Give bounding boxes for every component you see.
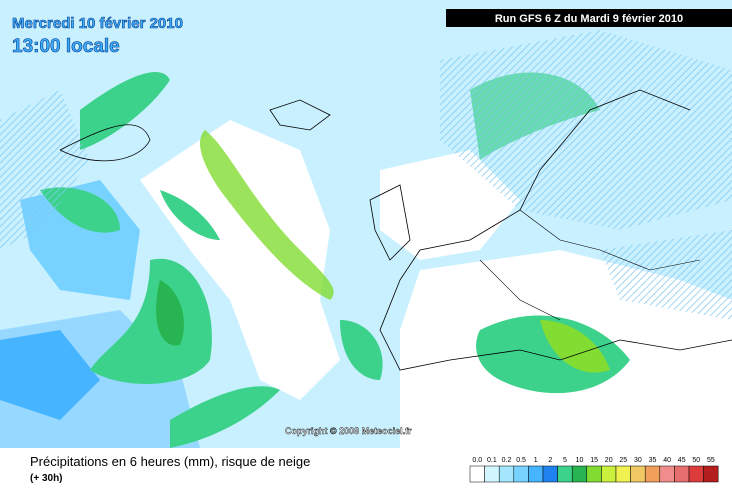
legend-swatch [659, 465, 675, 483]
copyright: Copyright © 2008 Meteociel.fr [285, 426, 412, 436]
date-label: Mercredi 10 février 2010 [12, 15, 183, 32]
legend-label: 0.1 [487, 457, 497, 464]
legend-label: 20 [605, 457, 613, 464]
legend-swatch [644, 465, 661, 483]
legend-label: 0.2 [502, 457, 512, 464]
legend-label: 30 [634, 457, 642, 464]
color-legend: 0.0 0.1 0.2 0.5 1 2 5 10 15 20 25 30 35 40 45 50 55 [469, 457, 719, 483]
legend-swatch [601, 465, 617, 483]
legend-swatch [498, 465, 515, 483]
legend-swatch [557, 465, 573, 483]
legend-label: 55 [707, 457, 715, 464]
legend-label: 15 [590, 457, 598, 464]
legend-swatch [586, 465, 602, 483]
legend-label: 40 [663, 457, 671, 464]
run-label: Run GFS 6 Z du Mardi 9 février 2010 [495, 13, 683, 25]
time-label: 13:00 locale [12, 36, 120, 57]
legend-swatch [528, 465, 544, 483]
legend-label: 25 [619, 457, 627, 464]
footer-lead: (+ 30h) [30, 473, 63, 484]
legend-swatch [630, 465, 646, 483]
legend-label: 5 [563, 457, 567, 464]
legend-label: 1 [534, 457, 538, 464]
legend-label: 0.5 [516, 457, 526, 464]
run-banner [446, 9, 732, 27]
map [0, 0, 732, 448]
legend-swatch [484, 465, 500, 483]
legend-label: 50 [692, 457, 700, 464]
legend-label: 10 [576, 457, 584, 464]
legend-swatch [542, 465, 558, 483]
legend-swatch [469, 465, 485, 483]
legend-swatch [571, 465, 588, 483]
legend-swatch [703, 465, 719, 483]
legend-swatch [674, 465, 690, 483]
legend-label: 2 [548, 457, 552, 464]
legend-swatch [513, 465, 529, 483]
legend-label: 35 [649, 457, 657, 464]
legend-swatch [688, 465, 704, 483]
legend-label: 0.0 [472, 457, 482, 464]
legend-label: 45 [678, 457, 686, 464]
legend-swatch [615, 465, 631, 483]
footer-title: Précipitations en 6 heures (mm), risque … [30, 454, 310, 469]
